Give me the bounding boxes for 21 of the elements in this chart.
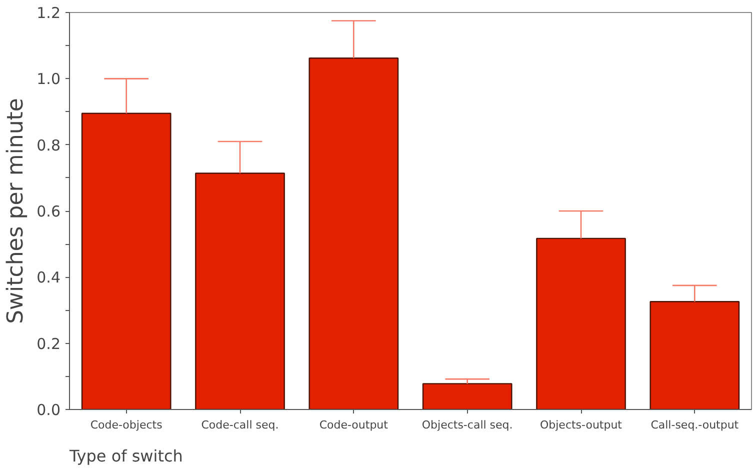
bar bbox=[650, 301, 740, 410]
y-tick-label: 0.8 bbox=[36, 136, 61, 154]
bar bbox=[422, 383, 512, 410]
y-tick-label: 0.6 bbox=[36, 202, 61, 220]
y-axis-title: Switches per minute bbox=[4, 98, 29, 324]
bar bbox=[195, 172, 285, 410]
y-tick-label: 1.0 bbox=[36, 70, 61, 88]
x-tick-label: Objects-output bbox=[540, 418, 623, 432]
y-tick-label: 0.4 bbox=[36, 268, 61, 287]
x-tick-label: Call-seq.-output bbox=[650, 418, 740, 432]
bar bbox=[81, 112, 172, 410]
bar bbox=[308, 58, 399, 410]
x-tick-label: Code-call seq. bbox=[201, 418, 279, 432]
bar bbox=[536, 238, 626, 410]
x-tick-label: Code-objects bbox=[90, 418, 163, 432]
y-tick-label: 1.2 bbox=[36, 4, 61, 22]
x-tick-label: Objects-call seq. bbox=[422, 418, 513, 432]
x-axis-title: Type of switch bbox=[68, 446, 183, 466]
text: 0.0 bbox=[36, 401, 61, 419]
x-tick-label: Code-output bbox=[319, 418, 389, 432]
y-tick-label: 0.2 bbox=[36, 334, 61, 353]
